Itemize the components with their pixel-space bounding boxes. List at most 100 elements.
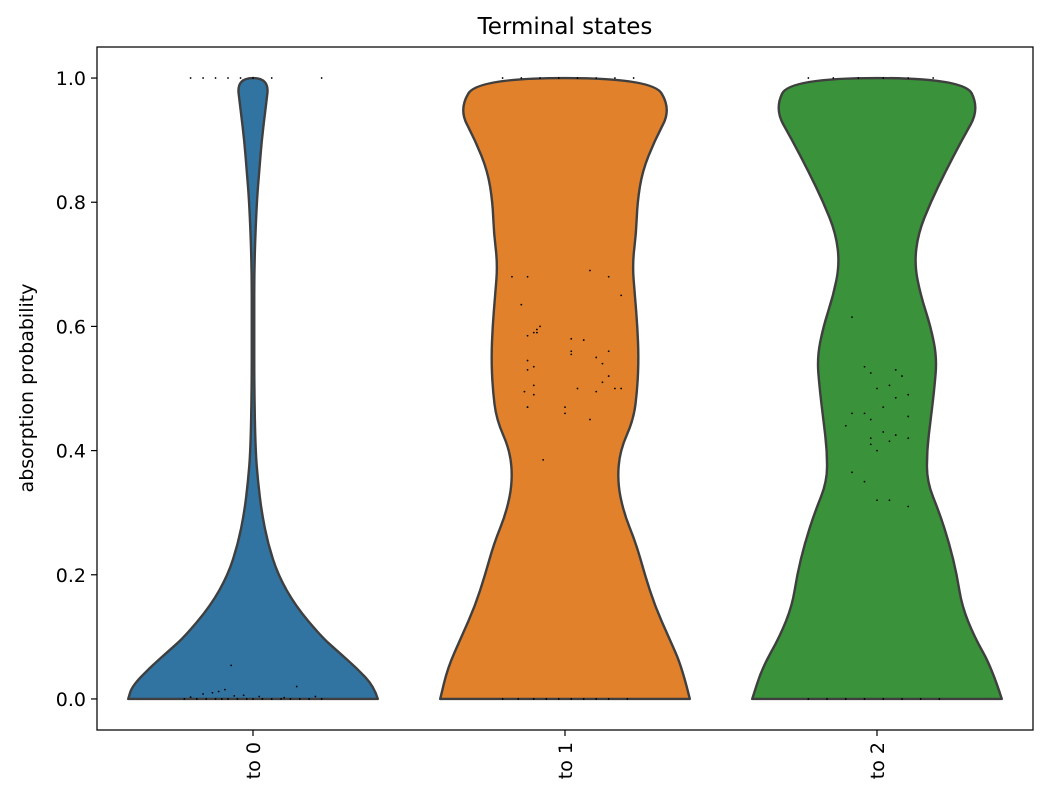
point-to-1 — [526, 368, 529, 371]
point-to-1 — [620, 387, 623, 390]
point-to-2 — [863, 480, 866, 483]
point-to-1 — [532, 393, 535, 396]
point-to-1 — [620, 294, 623, 297]
point-to-1 — [601, 381, 604, 384]
violin-to-1 — [439, 76, 691, 701]
point-to-1 — [523, 390, 526, 393]
point-to-2 — [863, 412, 866, 415]
point-to-0 — [320, 698, 323, 700]
point-to-0 — [227, 698, 229, 700]
point-to-1 — [589, 269, 591, 272]
point-to-1 — [582, 698, 585, 700]
point-to-0 — [270, 77, 273, 79]
point-to-1 — [607, 275, 610, 278]
point-to-0 — [183, 698, 186, 700]
point-to-0 — [270, 698, 273, 700]
point-to-2 — [894, 368, 897, 371]
point-to-2 — [888, 499, 891, 502]
point-to-2 — [832, 77, 835, 79]
point-to-2 — [857, 77, 860, 79]
point-to-1 — [570, 353, 573, 356]
point-to-1 — [520, 77, 523, 79]
point-to-2 — [919, 698, 922, 700]
point-to-0 — [202, 693, 204, 695]
y-tick-label: 0.0 — [56, 689, 86, 711]
point-to-0 — [258, 695, 261, 698]
point-to-1 — [576, 77, 579, 79]
point-to-2 — [882, 406, 885, 409]
point-to-1 — [532, 698, 535, 700]
point-to-1 — [632, 77, 635, 79]
point-to-2 — [894, 396, 897, 399]
point-to-1 — [511, 275, 513, 278]
point-to-0 — [217, 690, 220, 693]
point-to-2 — [869, 372, 872, 374]
point-to-1 — [607, 350, 610, 353]
violin-layer — [126, 76, 1003, 701]
point-to-1 — [626, 698, 629, 700]
point-to-0 — [289, 698, 292, 700]
point-to-1 — [526, 406, 529, 409]
point-to-2 — [901, 698, 903, 700]
point-to-1 — [501, 698, 504, 700]
point-to-2 — [851, 471, 853, 474]
point-to-2 — [844, 424, 847, 427]
point-to-0 — [298, 698, 301, 700]
point-to-1 — [526, 359, 529, 362]
point-to-1 — [557, 698, 560, 700]
point-to-1 — [576, 387, 579, 390]
point-to-1 — [595, 356, 598, 359]
point-to-0 — [224, 688, 226, 691]
point-to-0 — [239, 77, 242, 79]
y-tick-label: 0.6 — [56, 316, 86, 338]
point-to-2 — [907, 393, 910, 396]
strip-points-layer — [183, 77, 941, 700]
point-to-2 — [938, 698, 941, 700]
point-to-0 — [227, 77, 229, 79]
point-to-1 — [526, 275, 529, 278]
point-to-0 — [245, 698, 248, 700]
point-to-1 — [539, 77, 541, 79]
point-to-1 — [501, 77, 504, 79]
y-axis-label: absorption probability — [16, 284, 38, 493]
y-axis: 0.0 0.2 0.4 0.6 0.8 1.0 — [56, 68, 97, 711]
y-tick-label: 1.0 — [56, 68, 86, 90]
point-to-2 — [901, 375, 903, 377]
point-to-2 — [882, 431, 885, 433]
point-to-2 — [907, 415, 910, 418]
point-to-0 — [280, 698, 282, 700]
point-to-0 — [314, 695, 317, 698]
point-to-1 — [532, 331, 535, 334]
point-to-1 — [601, 362, 604, 365]
point-to-1 — [532, 365, 535, 368]
point-to-1 — [589, 418, 591, 421]
point-to-0 — [189, 696, 192, 698]
point-to-0 — [211, 691, 214, 694]
point-to-2 — [882, 77, 885, 79]
point-to-2 — [844, 698, 847, 700]
point-to-1 — [542, 459, 545, 461]
point-to-2 — [869, 443, 872, 446]
point-to-1 — [614, 387, 616, 390]
point-to-2 — [863, 698, 866, 700]
point-to-1 — [517, 698, 520, 700]
point-to-1 — [526, 334, 529, 337]
x-tick-label-to-1: to 1 — [555, 742, 577, 779]
point-to-0 — [320, 77, 323, 79]
point-to-2 — [869, 418, 872, 421]
y-tick-label: 0.8 — [56, 192, 86, 214]
point-to-2 — [894, 434, 897, 436]
point-to-2 — [863, 365, 866, 368]
point-to-1 — [570, 698, 573, 700]
x-tick-label-to-2: to 2 — [867, 742, 889, 779]
point-to-1 — [607, 375, 610, 377]
point-to-1 — [539, 325, 541, 328]
x-axis: to 0 to 1 to 2 — [243, 730, 889, 779]
point-to-2 — [888, 384, 891, 387]
point-to-2 — [851, 412, 853, 415]
point-to-0 — [220, 698, 223, 700]
point-to-0 — [295, 685, 298, 688]
point-to-1 — [582, 339, 585, 341]
point-to-0 — [261, 698, 264, 700]
